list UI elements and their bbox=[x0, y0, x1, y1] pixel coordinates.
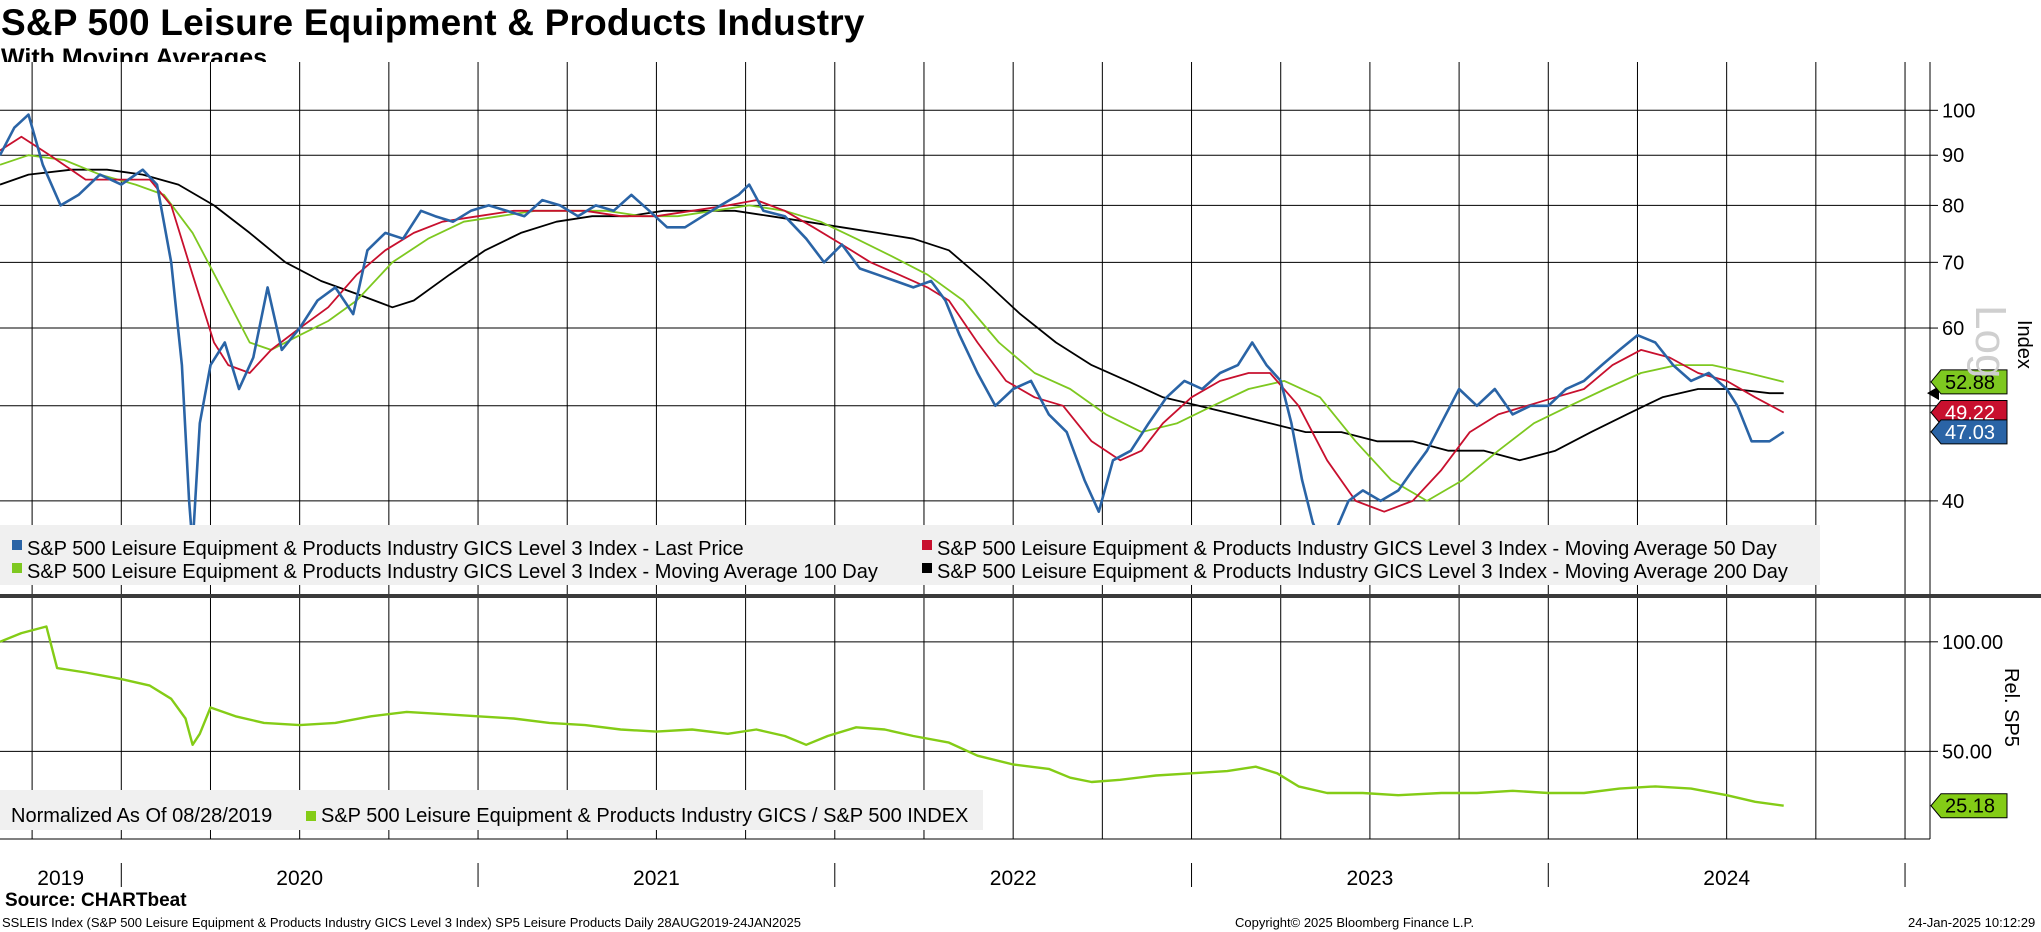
ma100-last-tag bbox=[1930, 369, 2008, 395]
ticker-info: SSLEIS Index (S&P 500 Leisure Equipment … bbox=[2, 915, 801, 930]
series-line-last-price bbox=[0, 113, 1785, 548]
copyright: Copyright© 2025 Bloomberg Finance L.P. bbox=[1235, 915, 1475, 930]
x-year-label: 2024 bbox=[1703, 867, 1750, 890]
price-y-axis-label: Index bbox=[2013, 320, 2035, 369]
x-year-label: 2023 bbox=[1347, 867, 1394, 890]
y-tick-label: 60 bbox=[1942, 318, 1964, 340]
price-series bbox=[0, 113, 1785, 548]
y-tick-label: 100.00 bbox=[1942, 632, 2003, 654]
price-plot-area bbox=[0, 62, 1930, 596]
legend-entry-relative: S&P 500 Leisure Equipment & Products Ind… bbox=[321, 805, 968, 827]
legend-swatch-ma100 bbox=[12, 563, 22, 573]
relative-series bbox=[0, 625, 1784, 807]
log-scale-label: Log bbox=[1966, 305, 2015, 378]
legend-swatch-ma50 bbox=[922, 540, 932, 550]
normalized-as-of-label: Normalized As Of 08/28/2019 bbox=[11, 805, 272, 827]
x-year-label: 2022 bbox=[990, 867, 1037, 890]
ma50-last-tag-value: 49.22 bbox=[1945, 402, 1995, 424]
series-line-ma50 bbox=[0, 135, 1785, 513]
relative-last-tag-value: 25.18 bbox=[1945, 796, 1995, 818]
ma200-last-marker bbox=[1927, 386, 1939, 401]
relative-vertical-gridlines bbox=[31, 598, 1906, 839]
price-horizontal-gridlines bbox=[0, 109, 1930, 502]
relative-y-axis: 50.00 100.00 bbox=[1929, 598, 2003, 839]
price-last-tag-value: 47.03 bbox=[1945, 422, 1995, 444]
relative-last-value-tags: 25.18 bbox=[1930, 793, 2008, 819]
relative-y-axis-label: Rel. SP5 bbox=[2000, 668, 2022, 747]
legend-entry-ma200: S&P 500 Leisure Equipment & Products Ind… bbox=[937, 561, 1788, 583]
legend-entry-ma100: S&P 500 Leisure Equipment & Products Ind… bbox=[27, 561, 878, 583]
relative-horizontal-gridlines bbox=[0, 641, 1930, 752]
y-tick-label: 90 bbox=[1942, 145, 1964, 167]
y-tick-label: 80 bbox=[1942, 195, 1964, 217]
chart-title: S&P 500 Leisure Equipment & Products Ind… bbox=[1, 2, 865, 43]
y-tick-label: 40 bbox=[1942, 491, 1964, 513]
series-line-ma200 bbox=[0, 168, 1784, 462]
source-note: Source: CHARTbeat bbox=[5, 890, 187, 911]
relative-last-tag bbox=[1930, 793, 2008, 819]
x-axis: 2019 2020 2021 2022 2023 2024 bbox=[37, 863, 1906, 890]
price-y-axis: 40 60 70 80 90 100 bbox=[1929, 62, 1975, 596]
ma100-last-tag-value: 52.88 bbox=[1945, 372, 1995, 394]
price-legend-background bbox=[0, 525, 1820, 585]
x-year-label: 2020 bbox=[276, 867, 323, 890]
relative-legend-background bbox=[0, 790, 983, 830]
series-line-ma100 bbox=[0, 154, 1784, 502]
legend-entry-last-price: S&P 500 Leisure Equipment & Products Ind… bbox=[27, 538, 744, 560]
x-year-label: 2021 bbox=[633, 867, 680, 890]
panel-divider bbox=[0, 594, 2041, 598]
price-legend: S&P 500 Leisure Equipment & Products Ind… bbox=[0, 525, 1820, 585]
y-tick-label: 70 bbox=[1942, 252, 1964, 274]
legend-swatch-last-price bbox=[12, 540, 22, 550]
relative-panel: 50.00 100.00 25.18 Rel. SP5 Normalized As… bbox=[0, 598, 2022, 839]
legend-swatch-relative bbox=[306, 811, 316, 821]
series-line-relative bbox=[0, 625, 1784, 807]
legend-entry-ma50: S&P 500 Leisure Equipment & Products Ind… bbox=[937, 538, 1777, 560]
timestamp: 24-Jan-2025 10:12:29 bbox=[1908, 915, 2036, 930]
x-year-label: 2019 bbox=[37, 867, 84, 890]
price-last-tag bbox=[1930, 419, 2008, 445]
legend-swatch-ma200 bbox=[922, 563, 932, 573]
relative-legend: Normalized As Of 08/28/2019 S&P 500 Leis… bbox=[0, 790, 983, 830]
y-tick-label: 100 bbox=[1942, 100, 1975, 122]
y-tick-label: 50.00 bbox=[1942, 741, 1992, 763]
